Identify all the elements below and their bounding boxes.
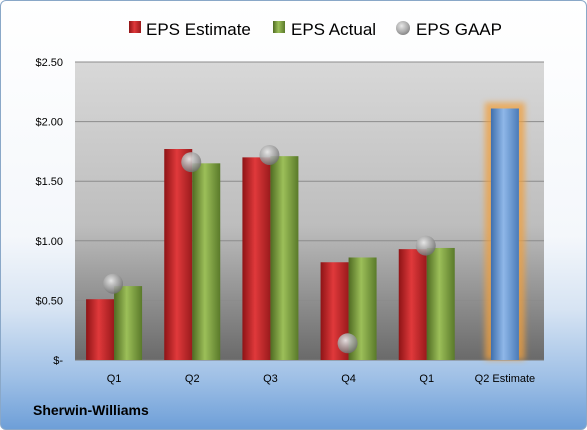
- point-eps-gaap: [259, 144, 280, 165]
- bars: [86, 102, 525, 360]
- x-tick-label: Q2 Estimate: [475, 373, 536, 385]
- x-tick-label: Q4: [341, 373, 356, 385]
- legend: EPS Estimate EPS Actual EPS GAAP: [129, 20, 502, 39]
- y-tick-label: $1.00: [35, 236, 63, 248]
- point-eps-gaap: [103, 273, 124, 294]
- plot-area: [75, 62, 544, 360]
- bar-eps-estimate: [398, 249, 427, 360]
- y-tick-label: $0.50: [35, 295, 63, 307]
- x-tick-label: Q2: [185, 373, 200, 385]
- point-eps-gaap: [415, 235, 436, 256]
- x-tick-label: Q1: [419, 373, 434, 385]
- x-tick-label: Q3: [263, 373, 278, 385]
- legend-label-estimate: EPS Estimate: [146, 20, 251, 39]
- bar-eps-estimate: [164, 149, 193, 360]
- legend-swatch-actual: [273, 21, 285, 33]
- bar-eps-actual: [270, 156, 299, 360]
- x-axis-ticks: Q1 Q2 Q3 Q4 Q1 Q2 Estimate: [107, 373, 535, 385]
- point-eps-gaap: [181, 152, 202, 173]
- y-tick-label: $-: [53, 355, 63, 367]
- y-axis-ticks: $- $0.50 $1.00 $1.50 $2.00 $2.50: [35, 57, 63, 367]
- x-tick-label: Q1: [107, 373, 122, 385]
- gridlines: [75, 61, 544, 361]
- gaap-points: [103, 144, 436, 354]
- y-tick-label: $1.50: [35, 176, 63, 188]
- bar-eps-actual: [192, 163, 221, 360]
- bar-eps-actual: [114, 286, 143, 360]
- point-eps-gaap: [337, 333, 358, 354]
- bar-eps-estimate: [242, 157, 271, 360]
- bar-eps-estimate: [86, 299, 115, 360]
- legend-swatch-estimate: [129, 21, 141, 33]
- legend-swatch-gaap: [396, 21, 410, 35]
- y-tick-label: $2.00: [35, 117, 63, 129]
- company-name: Sherwin-Williams: [33, 402, 149, 418]
- bar-q2-estimate: [490, 108, 519, 360]
- bar-eps-actual: [426, 247, 455, 360]
- y-tick-label: $2.50: [35, 57, 63, 69]
- legend-label-gaap: EPS GAAP: [416, 20, 502, 39]
- legend-label-actual: EPS Actual: [291, 20, 376, 39]
